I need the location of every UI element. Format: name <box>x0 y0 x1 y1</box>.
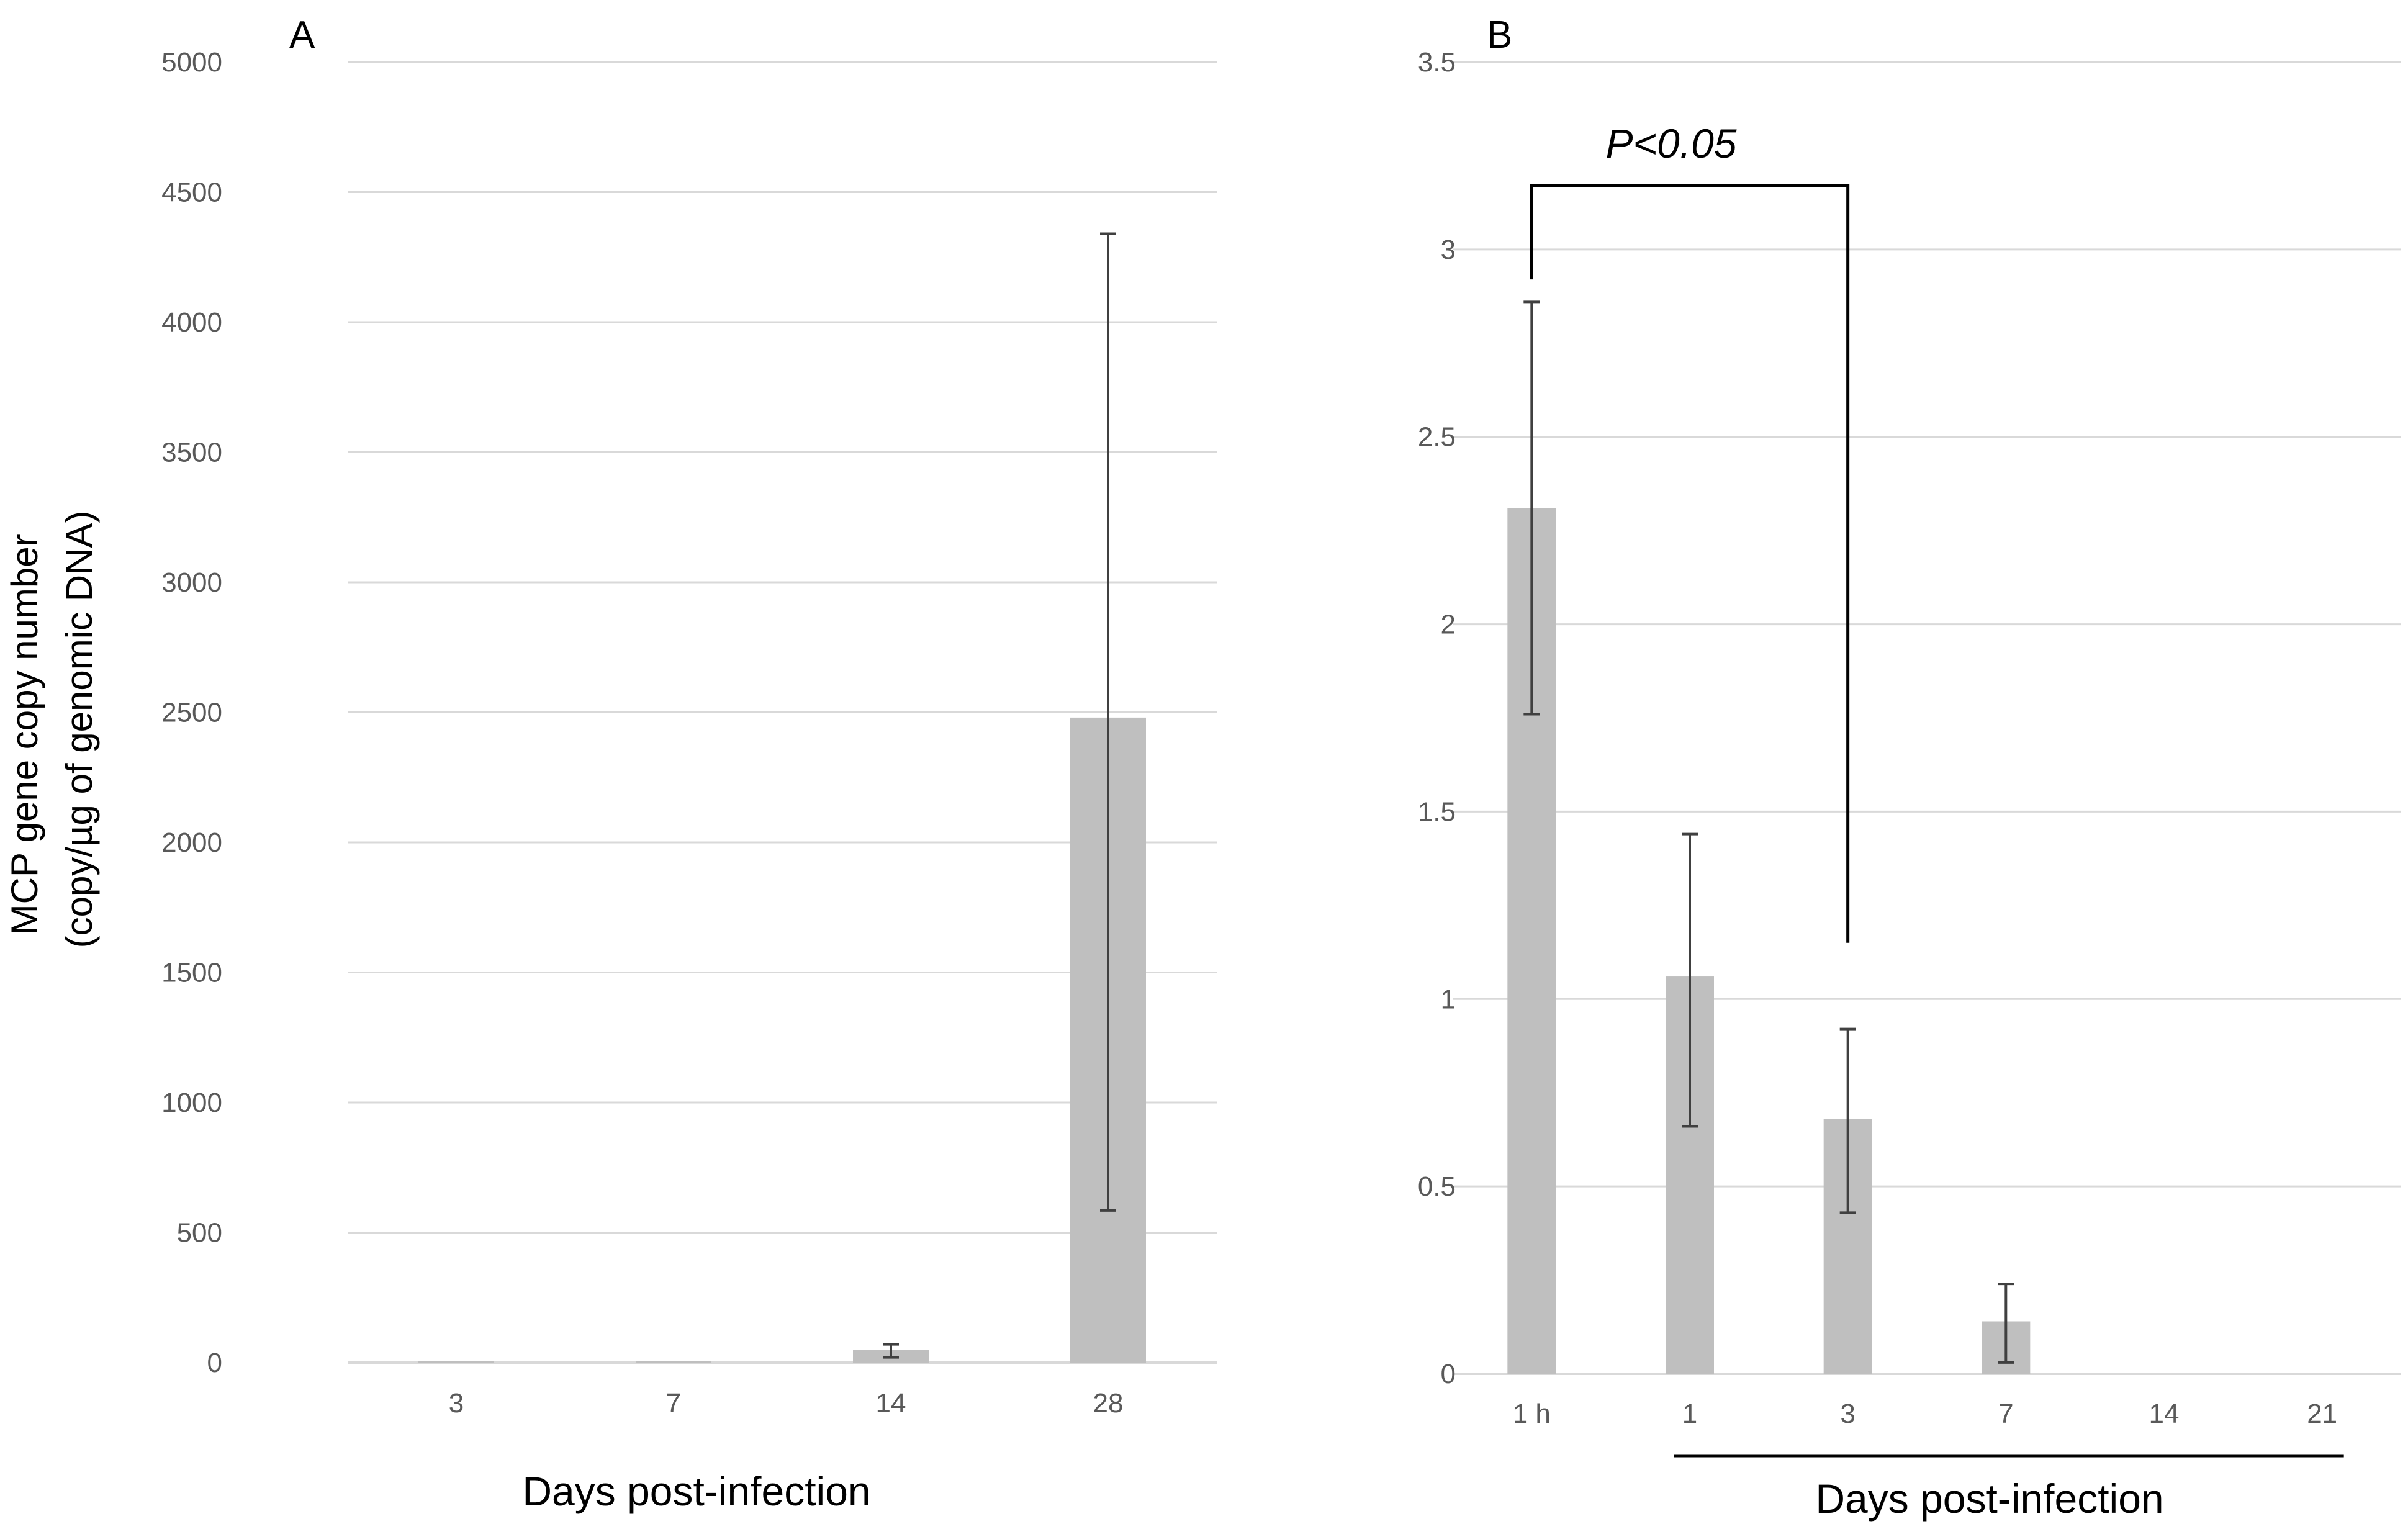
y-tick-label: 3500 <box>161 438 222 468</box>
y-tick-label: 3000 <box>161 567 222 598</box>
bar <box>418 1361 494 1363</box>
chart-panel-a: 0 500 1000 1500 2000 2500 3000 3500 4000 4500 5000… <box>161 14 1217 1514</box>
y-tick-label: 0.5 <box>1418 1171 1456 1202</box>
x-tick-label: 3 <box>1840 1399 1855 1429</box>
x-tick-label: 1 h <box>1513 1399 1551 1429</box>
y-tick-label: 2500 <box>161 698 222 728</box>
y-tick-label: 1.5 <box>1418 796 1456 827</box>
y-axis-label-line2: (copy/µg of genomic DNA) <box>58 511 100 949</box>
y-tick-label: 5000 <box>161 47 222 78</box>
significance-label: P<0.05 <box>1605 120 1736 166</box>
x-tick-label: 14 <box>2149 1399 2180 1429</box>
panel-letter: B <box>1487 14 1512 56</box>
x-axis-label: Days post-infection <box>522 1468 870 1514</box>
x-tick-label: 7 <box>666 1388 681 1418</box>
significance-bracket <box>1530 184 1850 943</box>
y-axis-label-line1: MCP gene copy number <box>4 534 45 935</box>
x-axis-label: Days post-infection <box>1815 1476 2163 1522</box>
y-tick-label: 1000 <box>161 1088 222 1118</box>
y-tick-label: 500 <box>177 1218 222 1248</box>
y-tick-label: 4000 <box>161 307 222 338</box>
y-axis-label: MCP gene copy number (copy/µg of genomic… <box>4 511 100 949</box>
y-tick-label: 3.5 <box>1418 47 1456 78</box>
y-tick-label: 2000 <box>161 828 222 858</box>
y-tick-label: 3 <box>1441 235 1456 265</box>
x-tick-label: 21 <box>2307 1399 2337 1429</box>
x-tick-label: 14 <box>876 1388 906 1418</box>
chart-panel-b: 0 0.5 1 1.5 2 2.5 3 3.5 1 h 1 3 7 14 21 B Days post-inf… <box>1418 14 2401 1522</box>
x-tick-label: 7 <box>1998 1399 2013 1429</box>
x-tick-label: 1 <box>1682 1399 1697 1429</box>
y-tick-label: 1 <box>1441 984 1456 1014</box>
y-tick-label: 1500 <box>161 958 222 988</box>
y-tick-label: 4500 <box>161 178 222 208</box>
y-tick-label: 2.5 <box>1418 422 1456 453</box>
y-tick-label: 0 <box>207 1348 222 1378</box>
x-tick-label: 3 <box>449 1388 464 1418</box>
panel-letter: A <box>289 14 315 56</box>
y-tick-label: 0 <box>1441 1359 1456 1389</box>
bar <box>636 1361 711 1363</box>
x-tick-label: 28 <box>1093 1388 1124 1418</box>
y-tick-label: 2 <box>1441 610 1456 640</box>
